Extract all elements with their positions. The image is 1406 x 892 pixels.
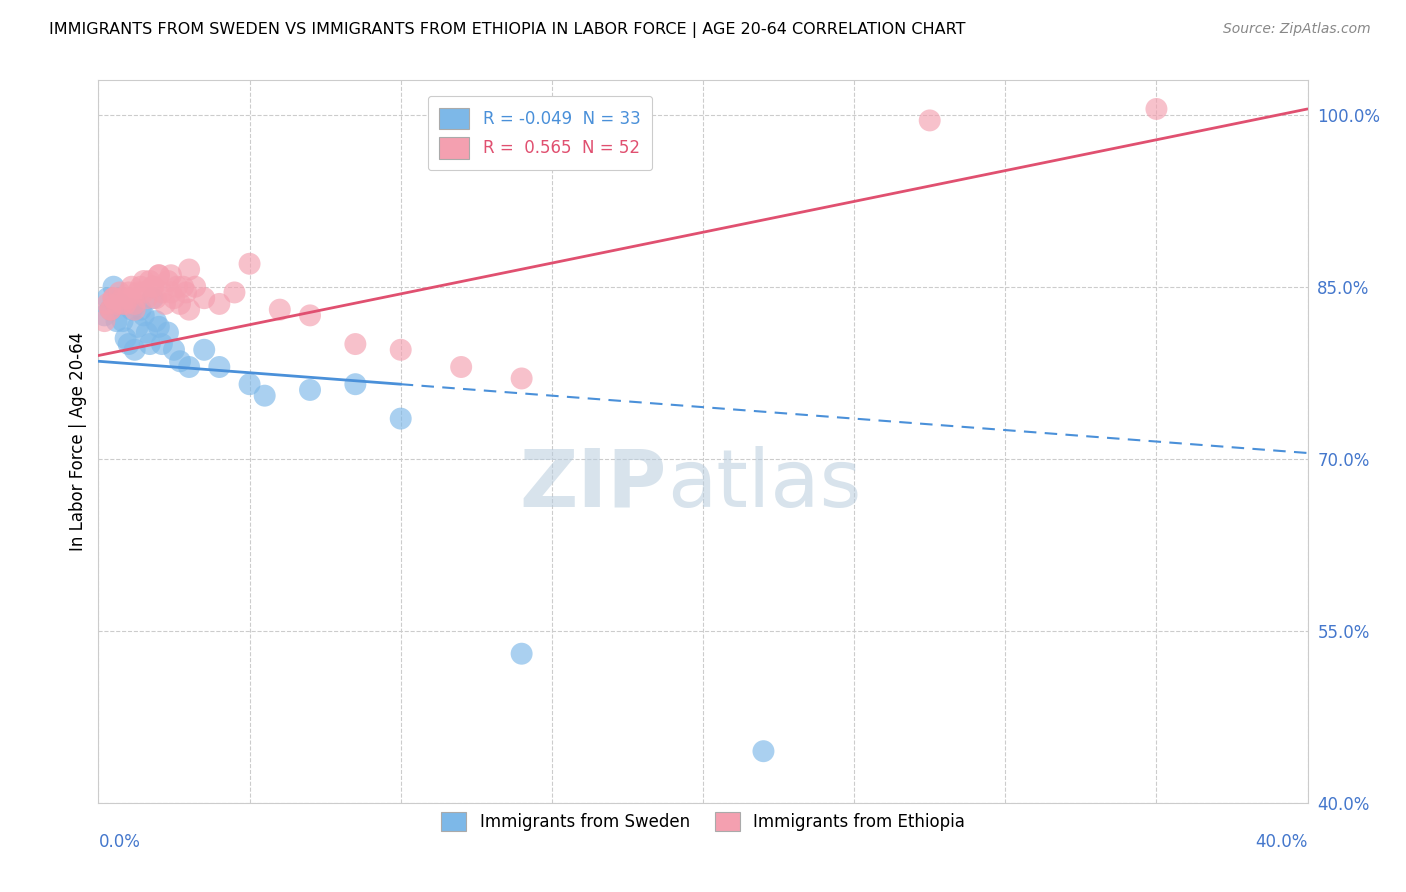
Point: [184, 279, 207, 293]
Point: [163, 343, 186, 357]
Point: [132, 285, 155, 300]
Point: [160, 285, 183, 300]
Point: [179, 359, 201, 374]
Point: [208, 359, 231, 374]
Point: [148, 268, 170, 283]
Point: [118, 291, 141, 305]
Point: [166, 279, 188, 293]
Point: [344, 337, 367, 351]
Point: [918, 113, 941, 128]
Point: [172, 279, 194, 293]
Point: [510, 371, 533, 385]
Point: [269, 302, 291, 317]
Point: [142, 279, 165, 293]
Text: atlas: atlas: [666, 446, 860, 524]
Point: [103, 291, 125, 305]
Point: [160, 268, 183, 283]
Point: [148, 268, 170, 283]
Point: [96, 291, 118, 305]
Point: [139, 274, 162, 288]
Point: [105, 314, 128, 328]
Point: [100, 302, 122, 317]
Point: [139, 337, 162, 351]
Point: [169, 297, 191, 311]
Text: ZIP: ZIP: [519, 446, 666, 524]
Point: [114, 297, 136, 311]
Point: [299, 309, 322, 323]
Point: [752, 744, 775, 758]
Point: [127, 285, 149, 300]
Point: [105, 297, 128, 311]
Point: [93, 314, 115, 328]
Text: Source: ZipAtlas.com: Source: ZipAtlas.com: [1223, 22, 1371, 37]
Point: [145, 291, 167, 305]
Point: [132, 309, 155, 323]
Point: [389, 411, 412, 425]
Point: [142, 291, 165, 305]
Y-axis label: In Labor Force | Age 20-64: In Labor Force | Age 20-64: [69, 332, 87, 551]
Point: [124, 343, 146, 357]
Point: [129, 302, 152, 317]
Point: [142, 279, 165, 293]
Point: [111, 291, 134, 305]
Point: [239, 377, 262, 392]
Point: [224, 285, 246, 300]
Point: [150, 285, 173, 300]
Text: IMMIGRANTS FROM SWEDEN VS IMMIGRANTS FROM ETHIOPIA IN LABOR FORCE | AGE 20-64 CO: IMMIGRANTS FROM SWEDEN VS IMMIGRANTS FRO…: [49, 22, 966, 38]
Text: 0.0%: 0.0%: [98, 833, 141, 851]
Point: [179, 302, 201, 317]
Point: [239, 257, 262, 271]
Point: [163, 291, 186, 305]
Point: [208, 297, 231, 311]
Point: [148, 319, 170, 334]
Point: [156, 274, 179, 288]
Text: 40.0%: 40.0%: [1256, 833, 1308, 851]
Point: [103, 291, 125, 305]
Point: [124, 302, 146, 317]
Point: [344, 377, 367, 392]
Point: [100, 302, 122, 317]
Point: [108, 297, 131, 311]
Point: [118, 285, 141, 300]
Point: [103, 279, 125, 293]
Point: [124, 297, 146, 311]
Point: [135, 326, 157, 340]
Point: [253, 389, 276, 403]
Point: [121, 302, 143, 317]
Point: [111, 297, 134, 311]
Point: [96, 297, 118, 311]
Point: [111, 314, 134, 328]
Point: [389, 343, 412, 357]
Point: [450, 359, 472, 374]
Point: [150, 337, 173, 351]
Point: [1146, 102, 1168, 116]
Point: [114, 331, 136, 345]
Point: [153, 297, 176, 311]
Point: [127, 319, 149, 334]
Point: [169, 354, 191, 368]
Point: [179, 262, 201, 277]
Point: [299, 383, 322, 397]
Point: [132, 274, 155, 288]
Point: [108, 285, 131, 300]
Point: [145, 314, 167, 328]
Point: [118, 337, 141, 351]
Point: [174, 285, 197, 300]
Point: [510, 647, 533, 661]
Legend: Immigrants from Sweden, Immigrants from Ethiopia: Immigrants from Sweden, Immigrants from …: [434, 805, 972, 838]
Point: [121, 279, 143, 293]
Point: [193, 343, 215, 357]
Point: [93, 309, 115, 323]
Point: [129, 279, 152, 293]
Point: [156, 326, 179, 340]
Point: [193, 291, 215, 305]
Point: [100, 302, 122, 317]
Point: [135, 291, 157, 305]
